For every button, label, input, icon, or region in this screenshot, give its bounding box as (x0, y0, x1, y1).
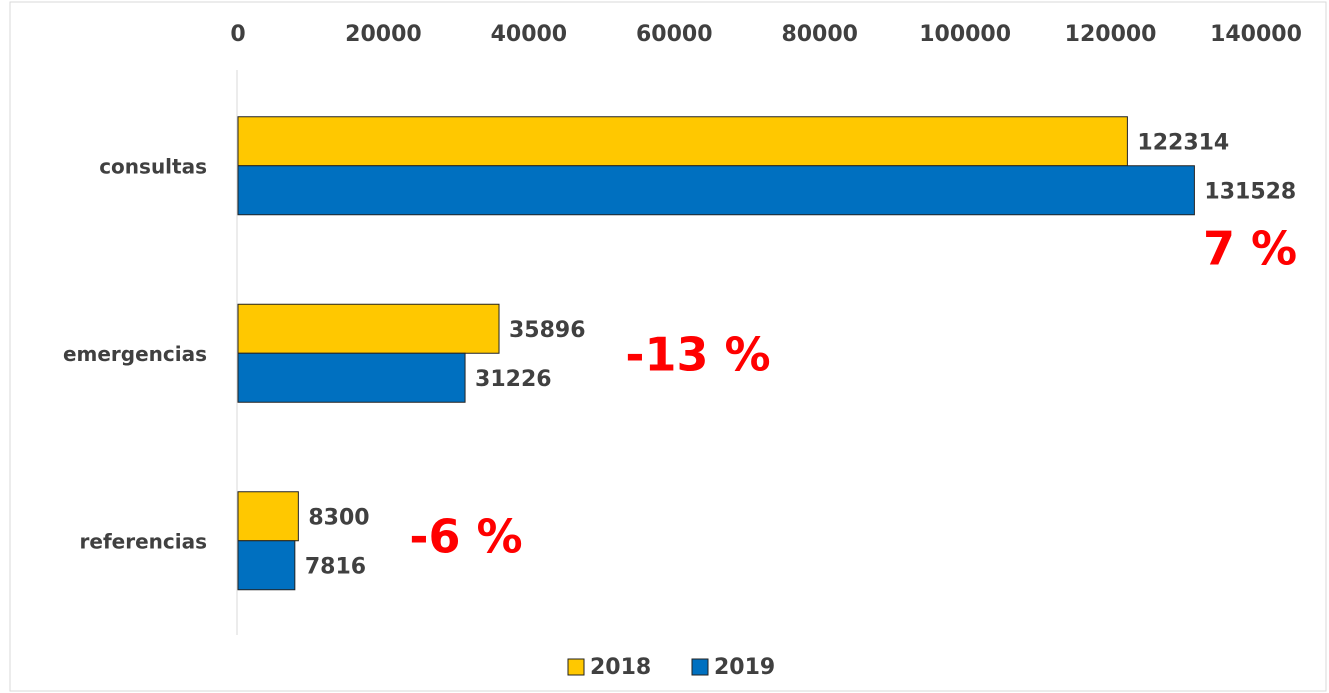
x-tick-label: 140000 (1210, 22, 1302, 47)
x-tick-label: 120000 (1065, 22, 1157, 47)
y-tick-label: emergencias (63, 342, 207, 366)
annotation: -6 % (409, 510, 522, 564)
bar (237, 116, 1128, 167)
x-tick-label: 20000 (345, 22, 422, 47)
bar (237, 303, 500, 354)
bar (237, 165, 1195, 216)
x-tick-label: 40000 (491, 22, 568, 47)
data-label: 8300 (308, 505, 369, 530)
data-label: 7816 (305, 554, 366, 579)
legend-label: 2019 (714, 655, 775, 680)
y-tick-label: referencias (80, 529, 207, 553)
x-tick-label: 0 (230, 22, 245, 47)
data-label: 31226 (475, 367, 552, 392)
legend-swatch (567, 658, 585, 676)
bar (237, 540, 296, 591)
x-tick-label: 80000 (781, 22, 858, 47)
x-tick-label: 100000 (919, 22, 1011, 47)
x-tick-label: 60000 (636, 22, 713, 47)
annotation: -13 % (625, 328, 770, 382)
bar (237, 491, 299, 542)
bar (237, 352, 466, 403)
annotation: 7 % (1203, 222, 1297, 276)
legend-swatch (691, 658, 709, 676)
y-tick-label: consultas (99, 154, 207, 178)
legend-label: 2018 (590, 655, 651, 680)
chart-border (9, 1, 1327, 692)
data-label: 122314 (1137, 130, 1229, 155)
data-label: 131528 (1204, 179, 1296, 204)
data-label: 35896 (509, 318, 586, 343)
